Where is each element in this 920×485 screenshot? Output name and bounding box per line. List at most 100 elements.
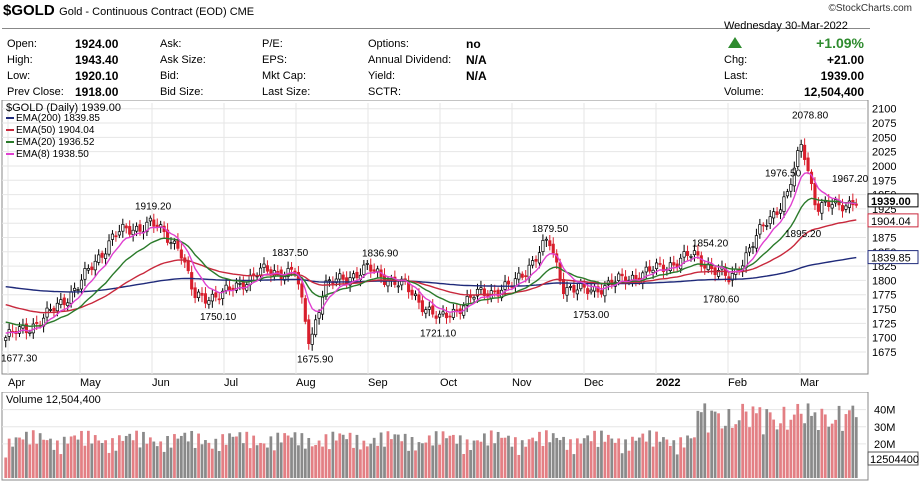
candle-body xyxy=(413,293,418,297)
volume-bar xyxy=(59,454,63,478)
price-panel-title: $GOLD (Daily) 1939.00 xyxy=(6,102,121,114)
volume-bar xyxy=(55,440,59,478)
candle-body xyxy=(62,297,66,306)
volume-bar xyxy=(328,449,331,478)
volume-bar xyxy=(35,443,39,478)
volume-bar xyxy=(803,423,807,478)
price-tick-label: 2050 xyxy=(872,132,896,144)
candle-body xyxy=(28,331,32,334)
candle-body xyxy=(17,326,22,334)
candle-body xyxy=(172,240,177,244)
volume-bar xyxy=(806,403,810,478)
volume-bar xyxy=(214,438,218,478)
volume-bar xyxy=(748,427,751,478)
candle-body xyxy=(610,279,614,286)
volume-tick-label: 40M xyxy=(874,405,895,417)
volume-bar xyxy=(462,453,466,478)
volume-last-label: 12504400 xyxy=(870,454,919,466)
candle-body xyxy=(589,289,593,293)
candle-body xyxy=(97,254,101,263)
price-tick-label: 1675 xyxy=(872,347,896,359)
volume-bar xyxy=(259,442,262,478)
candle-body xyxy=(496,289,500,297)
last-value-label: 1939.00 xyxy=(871,196,911,208)
price-tick-label: 1700 xyxy=(872,333,896,345)
volume-bar xyxy=(145,443,149,478)
candle-body xyxy=(441,311,445,315)
volume-bar xyxy=(717,413,720,478)
candle-body xyxy=(135,225,139,232)
candle-body xyxy=(506,280,511,285)
candle-body xyxy=(427,306,431,310)
price-tick-label: 1875 xyxy=(872,233,896,245)
candle-body xyxy=(469,295,473,298)
volume-bar xyxy=(100,442,104,478)
volume-bar xyxy=(448,435,452,478)
quote-header: $GOLD Gold - Continuous Contract (EOD) C… xyxy=(0,0,920,100)
candle-body xyxy=(685,250,690,256)
volume-bar xyxy=(689,438,693,478)
candle-body xyxy=(792,167,796,187)
ema-line xyxy=(5,171,857,334)
candle-body xyxy=(152,219,156,227)
candle-body xyxy=(692,250,696,256)
last-value-labels: 1939.00 1904.04 1839.85 xyxy=(867,193,919,265)
price-tick-label: 1775 xyxy=(872,290,896,302)
volume-bar xyxy=(737,420,741,478)
price-annotation: 1750.10 xyxy=(200,312,237,323)
last-value-box xyxy=(867,193,919,208)
yield-label: Yield: xyxy=(368,70,396,82)
volume-bar xyxy=(479,441,483,478)
volume-bar xyxy=(665,439,669,478)
annual-dividend-label: Annual Dividend: xyxy=(368,54,452,66)
candle-body xyxy=(796,150,800,167)
up-arrow-icon xyxy=(728,37,742,48)
volume-bar xyxy=(4,457,8,478)
volume-bar xyxy=(121,440,125,478)
volume-bar xyxy=(241,443,245,478)
volume-bar xyxy=(210,448,214,478)
chart-title: $GOLD Gold - Continuous Contract (EOD) C… xyxy=(3,2,254,20)
candle-body xyxy=(200,293,204,296)
open-value: 1924.00 xyxy=(75,37,119,51)
volume-bar xyxy=(544,430,548,478)
volume-bar xyxy=(644,441,648,478)
volume-bar xyxy=(138,447,142,478)
volume-bar xyxy=(400,441,404,478)
candle-body xyxy=(765,225,769,227)
candle-body xyxy=(799,144,803,152)
candle-body xyxy=(475,288,480,297)
volume-bar xyxy=(558,440,562,478)
volume-bar xyxy=(813,412,817,478)
high-label: High: xyxy=(7,54,33,66)
change-percent: +1.09% xyxy=(816,35,864,51)
candle-body xyxy=(772,211,776,219)
volume-bar xyxy=(445,438,448,478)
volume-bar xyxy=(42,439,45,478)
volume-bar xyxy=(741,403,745,478)
prev-close-label: Prev Close: xyxy=(7,86,64,98)
volume-bar xyxy=(775,429,779,478)
volume-bar xyxy=(679,437,683,478)
legend-label: EMA(8) 1938.50 xyxy=(16,149,89,160)
legend-label: EMA(200) 1839.85 xyxy=(16,113,100,124)
candle-body xyxy=(524,275,528,278)
candle-body xyxy=(224,284,228,291)
volume-bar xyxy=(772,419,776,478)
candle-body xyxy=(73,287,77,291)
volume-bar xyxy=(744,411,748,478)
volume-bar xyxy=(135,430,138,478)
volume-bar xyxy=(66,443,70,478)
last-label: Last: xyxy=(724,70,748,82)
volume-bar xyxy=(52,449,56,478)
price-annotation: 1836.90 xyxy=(362,248,399,259)
volume-bar xyxy=(200,444,204,478)
volume-bar xyxy=(438,444,441,478)
volume-bar xyxy=(755,413,758,478)
volume-bar xyxy=(517,454,521,478)
volume-bar xyxy=(365,446,369,478)
volume-bar xyxy=(503,437,507,478)
month-tick-label: Dec xyxy=(584,377,604,389)
volume-bar xyxy=(541,445,545,478)
month-tick-label: 2022 xyxy=(656,377,680,389)
